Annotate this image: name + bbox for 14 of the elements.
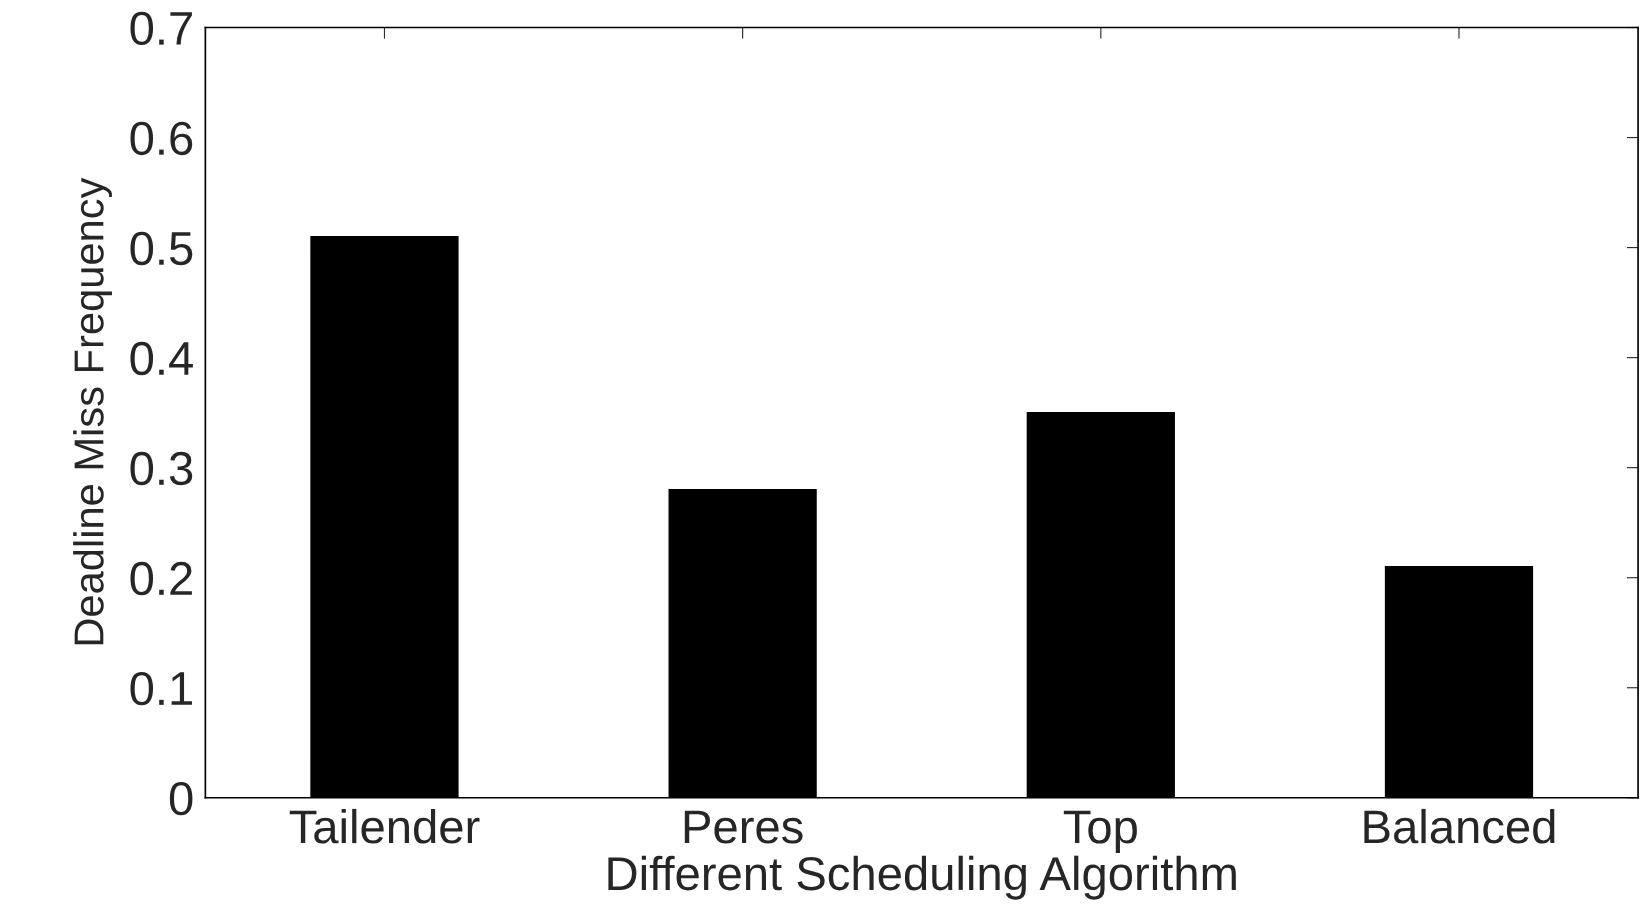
x-tick-label: Top [1063, 810, 1137, 853]
y-axis-title: Deadline Miss Frequency [73, 177, 112, 645]
x-axis-title: Different Scheduling Algorithm [608, 855, 1236, 900]
y-tick-label: 0.6 [130, 121, 193, 156]
y-tick-label: 0.2 [130, 561, 192, 596]
x-tick-label: Peres [684, 810, 803, 844]
y-tick-label: 0.1 [130, 671, 192, 706]
x-tick-label: Tailender [289, 808, 480, 844]
y-tick-label: 0.7 [130, 11, 192, 46]
y-tick-label: 0.3 [130, 451, 193, 486]
y-tick-label: 0.4 [130, 341, 193, 376]
y-tick-label: 0 [169, 781, 193, 816]
y-tick-label: 0.5 [130, 231, 193, 266]
x-tick-label: Balanced [1364, 808, 1555, 844]
